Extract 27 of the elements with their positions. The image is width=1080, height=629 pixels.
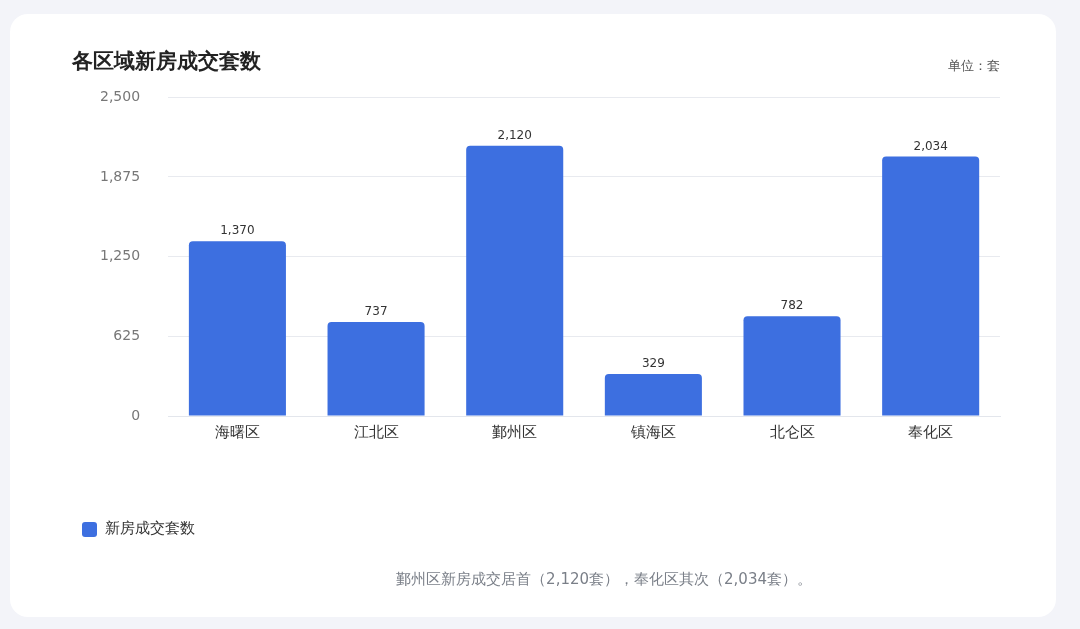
data-label: 1,370 [220,223,255,238]
data-label: 782 [780,298,804,313]
text: 鄞州区新房成交居首（2,120套），奉化区其次（2,034套）。 [396,569,812,588]
bar [188,241,286,416]
x-tick-label: 江北区 [353,422,399,441]
bar [604,374,702,416]
bar [327,322,425,416]
y-tick-label: 1,250 [99,247,141,264]
data-label: 2,120 [497,127,532,142]
y-tick-label: 0 [131,406,141,423]
text: 单位：套 [948,58,1000,74]
y-tick-label: 2,500 [99,87,141,104]
x-tick-label: 奉化区 [908,422,954,441]
bar [743,316,841,416]
bar [466,145,564,416]
x-tick-label: 鄞州区 [492,422,538,441]
data-label: 737 [364,304,388,319]
data-label: 2,034 [913,138,948,153]
bar [882,156,980,416]
y-tick-label: 625 [113,326,141,343]
chart-title: 各区域新房成交套数 [71,49,262,74]
legend-label: 新房成交套数 [104,519,195,538]
x-tick-label: 北仑区 [769,422,815,441]
x-tick-label: 海曙区 [214,422,260,441]
y-tick-label: 1,875 [99,167,141,184]
x-tick-label: 镇海区 [629,422,676,441]
data-label: 329 [641,356,665,371]
